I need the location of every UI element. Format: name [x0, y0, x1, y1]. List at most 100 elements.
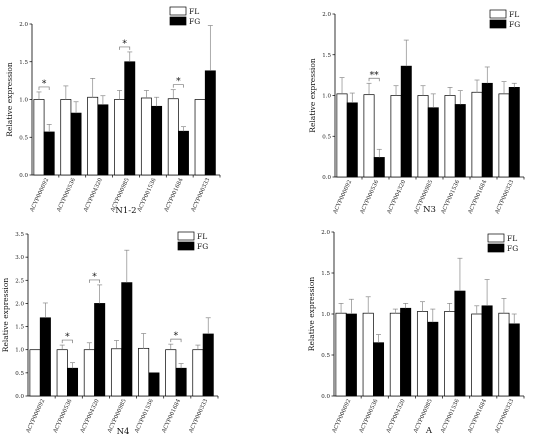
category-label: ACYP001684	[467, 398, 489, 435]
legend-swatch-fl	[169, 6, 187, 16]
significance-bracket	[172, 84, 184, 88]
y-axis-label: Relative expression	[5, 62, 14, 137]
significance-label: *	[92, 272, 97, 282]
significance-label: *	[174, 332, 179, 342]
category-label: ACYP000333	[190, 177, 212, 214]
bar-fl	[362, 312, 374, 397]
bar-fl	[336, 93, 348, 178]
bar-fl	[60, 99, 72, 176]
chart-panel-4: 0.0 0.5 1.0 1.5 2.0 Relative expression ACYP00…	[307, 230, 525, 436]
bar-fl	[83, 349, 95, 397]
category-label: ACYP000092	[332, 179, 353, 216]
significance-bracket	[38, 86, 50, 90]
y-tick-label: 2.0	[321, 230, 330, 236]
y-tick-label: 0.0	[19, 173, 28, 179]
legend-label-fg: FG	[189, 17, 200, 26]
category-label: ACYP000092	[25, 398, 46, 435]
y-tick-label: 0.0	[322, 175, 331, 181]
category-label: ACYP000536	[56, 177, 78, 214]
legend-label-fl: FL	[189, 7, 199, 16]
bar-fl	[416, 311, 428, 397]
category-label: ACYP001536	[440, 179, 462, 216]
panel-title: N1-2	[115, 206, 136, 216]
significance-bracket	[368, 77, 380, 82]
category-label: ACYP000092	[331, 398, 352, 435]
legend-swatch-fg	[177, 241, 195, 251]
y-tick-label: 2.0	[15, 301, 24, 307]
bar-fl	[498, 312, 510, 397]
category-label: ACYP000092	[29, 177, 50, 214]
y-tick-label: 2.5	[15, 278, 24, 284]
panel-title: A	[425, 426, 433, 436]
bar-fl	[194, 99, 206, 176]
category-label: ACYP001536	[134, 398, 156, 435]
significance-label: *	[176, 77, 181, 87]
chart-panel-3: 0.0 0.5 1.0 1.5 2.0 2.5 3.0 3.5 Relative express…	[1, 231, 219, 437]
y-tick-label: 1.5	[15, 325, 24, 331]
y-tick-label: 0.5	[15, 371, 24, 377]
bar-fl	[110, 348, 122, 397]
y-tick-label: 2.0	[322, 12, 331, 18]
bar-fg	[373, 342, 385, 397]
bar-fl	[444, 311, 456, 397]
category-label: ACYP001684	[161, 398, 183, 435]
category-label: ACYP000536	[52, 398, 74, 435]
significance-label: *	[42, 79, 47, 89]
chart-panel-1: 0.0 0.5 1.0 1.5 2.0 Relative expression ACYP00…	[5, 6, 221, 216]
bar-fg	[94, 303, 106, 397]
category-label: ACYP004320	[386, 179, 408, 216]
y-tick-label: 3.5	[15, 232, 24, 238]
legend-label-fl: FL	[507, 234, 517, 243]
y-axis-label: Relative expression	[308, 58, 317, 133]
bar-fl	[192, 349, 204, 397]
bar-fg	[454, 104, 466, 178]
bar-fg	[175, 367, 187, 397]
bar-fg	[481, 305, 493, 397]
category-label: ACYP001536	[136, 177, 158, 214]
y-axis-label: Relative expression	[307, 277, 316, 352]
bar-fl	[56, 349, 68, 397]
chart-panel-2: 0.0 0.5 1.0 1.5 2.0 Relative expression ACYP00…	[308, 9, 525, 216]
bar-fg	[204, 70, 216, 176]
bar-fl	[471, 91, 483, 178]
y-tick-label: 1.5	[19, 60, 28, 66]
category-label: ACYP001684	[163, 177, 185, 214]
bar-fl	[114, 99, 126, 176]
significance-bracket	[170, 338, 182, 343]
legend-label-fl: FL	[197, 232, 207, 241]
y-tick-label: 3.0	[15, 255, 24, 261]
bar-fg	[508, 323, 520, 397]
legend-swatch-fg	[489, 19, 507, 29]
category-label: ACYP000333	[494, 398, 516, 435]
legend-swatch-fg	[487, 243, 505, 253]
bar-fg	[39, 317, 51, 397]
bar-fl	[444, 95, 456, 178]
legend-swatch-fg	[169, 16, 187, 26]
category-label: ACYP000333	[494, 179, 516, 216]
y-tick-label: 0.0	[15, 394, 24, 400]
y-tick-label: 1.5	[322, 53, 331, 59]
bar-fg	[97, 104, 109, 176]
significance-bracket	[119, 46, 131, 50]
bar-fl	[363, 94, 375, 178]
category-label: ACYP004320	[385, 398, 407, 435]
bar-fg	[454, 290, 466, 397]
bar-fg	[508, 86, 520, 178]
bar-fg	[400, 65, 412, 178]
y-tick-label: 1.5	[321, 271, 330, 277]
category-label: ACYP001536	[440, 398, 462, 435]
legend-swatch-fl	[177, 231, 195, 241]
y-tick-label: 0.0	[321, 394, 330, 400]
bar-fl	[498, 93, 510, 178]
bar-fg	[70, 112, 82, 176]
panel-title: N3	[423, 205, 436, 215]
bar-fg	[373, 157, 385, 178]
significance-label: *	[65, 333, 70, 343]
category-label: ACYP001684	[467, 179, 489, 216]
significance-bracket	[88, 279, 101, 283]
category-label: ACYP000333	[188, 398, 210, 435]
bar-fl	[165, 349, 177, 397]
bar-fg	[427, 107, 439, 178]
category-label: ACYP000536	[358, 398, 380, 435]
legend-swatch-fl	[487, 233, 505, 243]
